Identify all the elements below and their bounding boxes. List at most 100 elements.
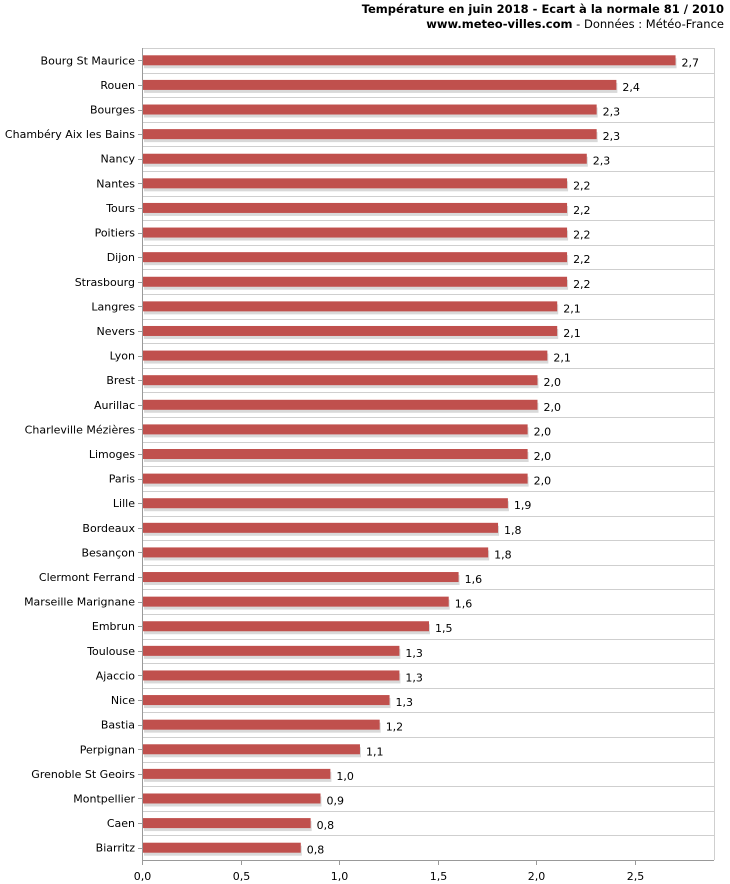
category-label: Poitiers xyxy=(95,227,136,240)
category-label: Dijon xyxy=(107,251,135,264)
x-tick-label: 2,5 xyxy=(627,870,645,883)
category-label: Ajaccio xyxy=(96,669,135,682)
data-label: 2,2 xyxy=(573,278,591,291)
data-label: 2,0 xyxy=(534,425,552,438)
category-label: Nevers xyxy=(96,325,135,338)
category-label: Caen xyxy=(107,817,135,830)
bar xyxy=(143,424,528,435)
data-label: 1,6 xyxy=(465,573,483,586)
category-label: Nice xyxy=(111,694,135,707)
bar xyxy=(143,301,558,312)
bar xyxy=(143,498,508,509)
bar xyxy=(143,129,597,140)
bar xyxy=(143,645,400,656)
data-label: 1,1 xyxy=(366,745,384,758)
category-label: Bastia xyxy=(101,719,135,732)
category-label: Paris xyxy=(109,473,135,486)
x-tick-label: 0,5 xyxy=(233,870,251,883)
x-tick-label: 0,0 xyxy=(134,870,152,883)
data-label: 0,8 xyxy=(317,819,335,832)
category-label: Rouen xyxy=(100,79,135,92)
data-label: 2,7 xyxy=(682,56,700,69)
bar xyxy=(143,572,459,583)
data-label: 2,1 xyxy=(563,327,581,340)
data-label: 2,4 xyxy=(622,81,640,94)
data-label: 2,1 xyxy=(553,352,571,365)
bar xyxy=(143,744,360,755)
category-label: Grenoble St Geoirs xyxy=(31,768,135,781)
bar xyxy=(143,473,528,484)
chart-title: Température en juin 2018 - Ecart à la no… xyxy=(361,2,724,16)
data-label: 1,6 xyxy=(455,598,473,611)
bar xyxy=(143,153,587,164)
bar xyxy=(143,227,568,238)
bar xyxy=(143,522,499,533)
bar xyxy=(143,621,429,632)
bar xyxy=(143,325,558,336)
x-tick-label: 1,5 xyxy=(430,870,448,883)
data-label: 0,8 xyxy=(307,844,325,857)
data-label: 2,2 xyxy=(573,179,591,192)
bar xyxy=(143,547,489,558)
site-url[interactable]: www.meteo-villes.com xyxy=(426,17,573,31)
category-label: Nantes xyxy=(96,177,135,190)
bar xyxy=(143,375,538,386)
category-label: Brest xyxy=(106,374,135,387)
bar xyxy=(143,596,449,607)
bar xyxy=(143,252,568,263)
data-label: 2,2 xyxy=(573,204,591,217)
category-label: Embrun xyxy=(92,620,135,633)
bar xyxy=(143,793,321,804)
category-label: Chambéry Aix les Bains xyxy=(5,128,135,141)
category-label: Bourg St Maurice xyxy=(41,54,136,67)
category-label: Toulouse xyxy=(86,645,135,658)
category-label: Perpignan xyxy=(80,743,135,756)
category-label: Nancy xyxy=(101,153,136,166)
category-label: Clermont Ferrand xyxy=(39,571,135,584)
data-label: 2,0 xyxy=(534,450,552,463)
bar xyxy=(143,350,548,361)
bar xyxy=(143,768,331,779)
category-label: Charleville Mézières xyxy=(25,423,136,436)
category-label: Lyon xyxy=(110,350,135,363)
data-label: 1,5 xyxy=(435,622,453,635)
category-label: Limoges xyxy=(89,448,135,461)
bar xyxy=(143,399,538,410)
data-label: 2,1 xyxy=(563,302,581,315)
bar xyxy=(143,276,568,287)
data-label: 2,2 xyxy=(573,253,591,266)
bar xyxy=(143,818,311,829)
bar xyxy=(143,55,676,66)
data-label: 2,3 xyxy=(603,130,621,143)
x-tick-label: 1,0 xyxy=(331,870,349,883)
bar xyxy=(143,842,301,853)
category-label: Tours xyxy=(105,202,135,215)
bar xyxy=(143,202,568,213)
data-label: 2,3 xyxy=(593,155,611,168)
data-label: 0,9 xyxy=(327,794,345,807)
bar xyxy=(143,104,597,115)
category-label: Montpellier xyxy=(73,792,135,805)
category-label: Strasbourg xyxy=(75,276,135,289)
category-label: Lille xyxy=(113,497,135,510)
data-label: 1,3 xyxy=(405,647,423,660)
data-label: 1,0 xyxy=(336,770,354,783)
data-label: 1,3 xyxy=(405,671,423,684)
data-label: 2,3 xyxy=(603,106,621,119)
data-label: 1,8 xyxy=(494,548,512,561)
bar xyxy=(143,719,380,730)
data-label: 1,3 xyxy=(396,696,414,709)
bar xyxy=(143,79,617,90)
bar xyxy=(143,670,400,681)
data-source: - Données : Météo-France xyxy=(576,17,724,31)
category-label: Langres xyxy=(91,300,135,313)
category-label: Bordeaux xyxy=(82,522,135,535)
bar xyxy=(143,449,528,459)
x-tick-label: 2,0 xyxy=(528,870,546,883)
category-label: Biarritz xyxy=(96,842,136,855)
chart-subtitle: www.meteo-villes.com - Données : Météo-F… xyxy=(426,17,724,31)
data-label: 2,2 xyxy=(573,229,591,242)
data-label: 2,0 xyxy=(534,475,552,488)
bar xyxy=(143,178,568,189)
